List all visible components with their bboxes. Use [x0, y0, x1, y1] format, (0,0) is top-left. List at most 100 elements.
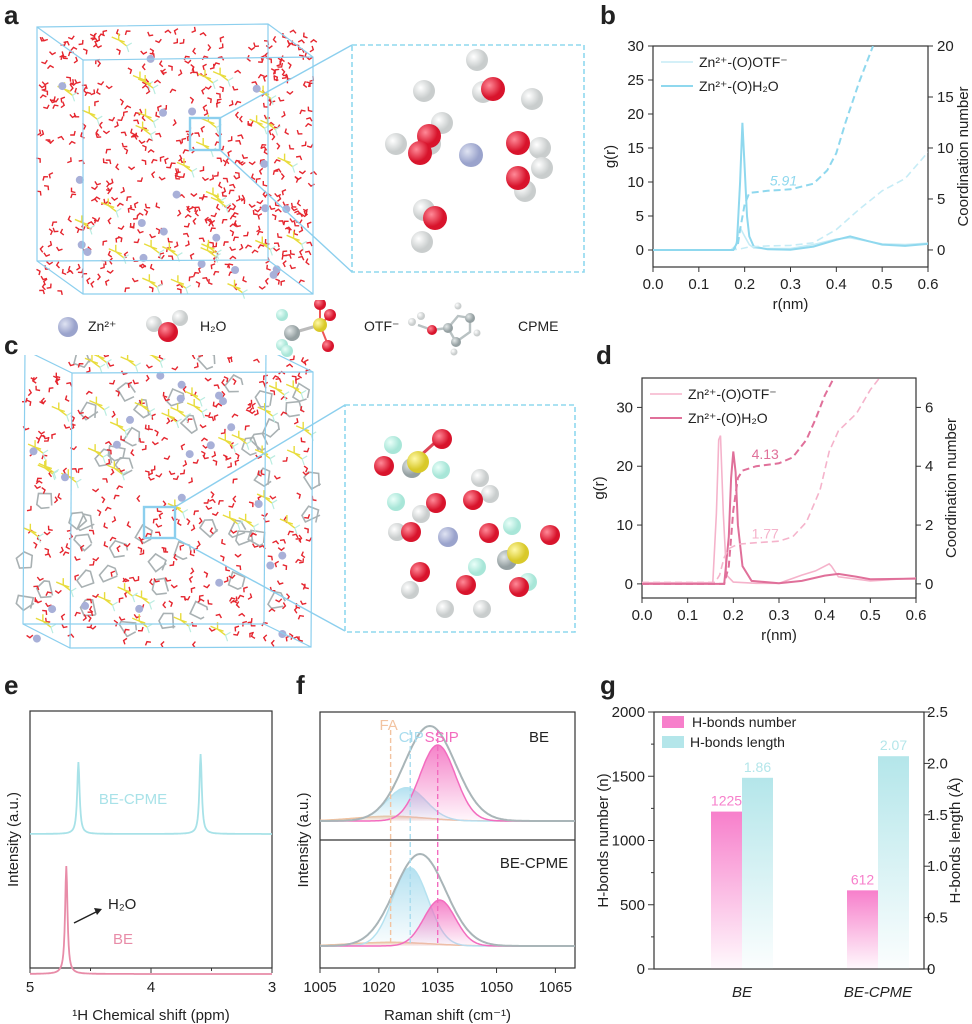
water-molecule	[251, 402, 256, 410]
otf-anion	[120, 355, 137, 367]
water-molecule	[95, 129, 100, 137]
water-molecule	[109, 379, 116, 385]
water-molecule	[71, 468, 78, 473]
water-molecule	[229, 214, 237, 220]
water-molecule	[216, 98, 222, 104]
water-molecule	[186, 518, 191, 526]
water-molecule	[304, 250, 312, 256]
water-molecule	[141, 63, 146, 71]
water-molecule	[207, 97, 212, 104]
water-molecule	[69, 84, 74, 92]
water-molecule	[130, 449, 135, 457]
water-molecule	[293, 229, 299, 236]
bar-hbonds-number	[711, 811, 742, 969]
x-tick-label: 0.3	[769, 607, 790, 624]
water-molecule	[100, 198, 106, 206]
y2-tick-label: 0.5	[927, 910, 948, 927]
water-molecule	[295, 155, 303, 161]
water-molecule	[198, 594, 204, 601]
water-molecule	[152, 518, 158, 524]
water-molecule	[221, 390, 226, 399]
cpme-molecule	[241, 436, 260, 456]
water-molecule	[182, 149, 189, 154]
water-molecule	[296, 129, 303, 135]
water-molecule	[111, 196, 119, 201]
water-molecule	[82, 86, 88, 94]
water-molecule	[305, 116, 313, 122]
water-molecule	[104, 279, 110, 286]
water-molecule	[238, 243, 244, 251]
water-molecule	[270, 639, 275, 647]
water-molecule	[204, 85, 212, 90]
water-molecule	[305, 537, 313, 542]
legend-swatch-length	[662, 736, 684, 748]
water-molecule	[219, 85, 225, 93]
cpme-molecule	[224, 373, 244, 393]
water-molecule	[284, 226, 292, 231]
water-molecule	[48, 172, 54, 179]
water-molecule	[86, 598, 93, 604]
water-molecule	[145, 532, 152, 538]
panel-label-c: c	[4, 330, 19, 360]
water-molecule	[302, 80, 308, 88]
water-molecule	[153, 79, 162, 84]
water-molecule	[77, 409, 84, 415]
x-tick-label: 0.6	[906, 607, 927, 624]
water-molecule	[26, 399, 32, 407]
water-molecule	[162, 601, 167, 609]
oxygen-atom	[423, 206, 447, 230]
water-molecule	[179, 38, 185, 45]
zn-ion	[219, 397, 227, 406]
y2-tick-label: 5	[937, 191, 945, 208]
oxygen-atom	[401, 522, 421, 542]
zn-ion	[126, 415, 134, 424]
water-molecule	[120, 131, 127, 137]
panel-label-g: g	[600, 670, 616, 700]
water-molecule	[249, 532, 257, 538]
water-molecule	[299, 109, 306, 115]
x-axis-label: r(nm)	[761, 627, 797, 644]
water-molecule	[232, 85, 239, 91]
water-molecule	[55, 372, 61, 379]
water-molecule	[197, 598, 205, 603]
water-molecule	[213, 62, 221, 67]
otf-anion	[286, 231, 303, 245]
water-molecule	[235, 601, 240, 609]
water-molecule	[193, 362, 199, 369]
water-molecule	[39, 289, 45, 295]
water-molecule	[57, 290, 63, 296]
otf-anion	[286, 445, 303, 460]
water-molecule	[225, 566, 231, 572]
fluorine-atom	[387, 493, 405, 511]
zn-ion	[459, 143, 483, 167]
water-molecule	[310, 38, 318, 43]
water-molecule	[92, 593, 100, 599]
otf-anion	[135, 121, 152, 136]
rdf-chart-be: 0.0 0.1 0.2 0.3 0.4 0.5 0.6 0 5 10 15 20 25 30 0 5 10 15 2…	[602, 38, 972, 313]
fluorine-atom	[503, 517, 521, 535]
water-molecule	[47, 525, 53, 531]
water-molecule	[132, 379, 139, 385]
water-molecule	[38, 84, 46, 89]
water-molecule	[298, 255, 305, 261]
water-molecule	[158, 176, 166, 181]
water-molecule	[117, 225, 125, 230]
water-molecule	[77, 467, 83, 474]
water-molecule	[48, 228, 54, 236]
water-molecule	[173, 241, 179, 249]
water-molecule	[146, 138, 154, 143]
water-molecule	[70, 193, 77, 199]
water-molecule	[106, 187, 111, 195]
water-molecule	[199, 424, 207, 429]
water-molecule	[286, 90, 294, 95]
y-axis-label: H-bonds number (n)	[595, 773, 612, 907]
water-molecule	[108, 116, 116, 122]
water-molecule	[43, 89, 49, 96]
otf-anion	[222, 510, 239, 525]
water-molecule	[194, 132, 201, 137]
water-molecule	[55, 378, 61, 386]
oxygen-atom	[463, 490, 483, 510]
water-molecule	[96, 509, 102, 517]
rdf-chart-be-cpme: 0.0 0.1 0.2 0.3 0.4 0.5 0.6 0 10 20 30 0 2 4 6 r(nm) g(r…	[591, 377, 960, 644]
water-molecule	[189, 67, 195, 75]
